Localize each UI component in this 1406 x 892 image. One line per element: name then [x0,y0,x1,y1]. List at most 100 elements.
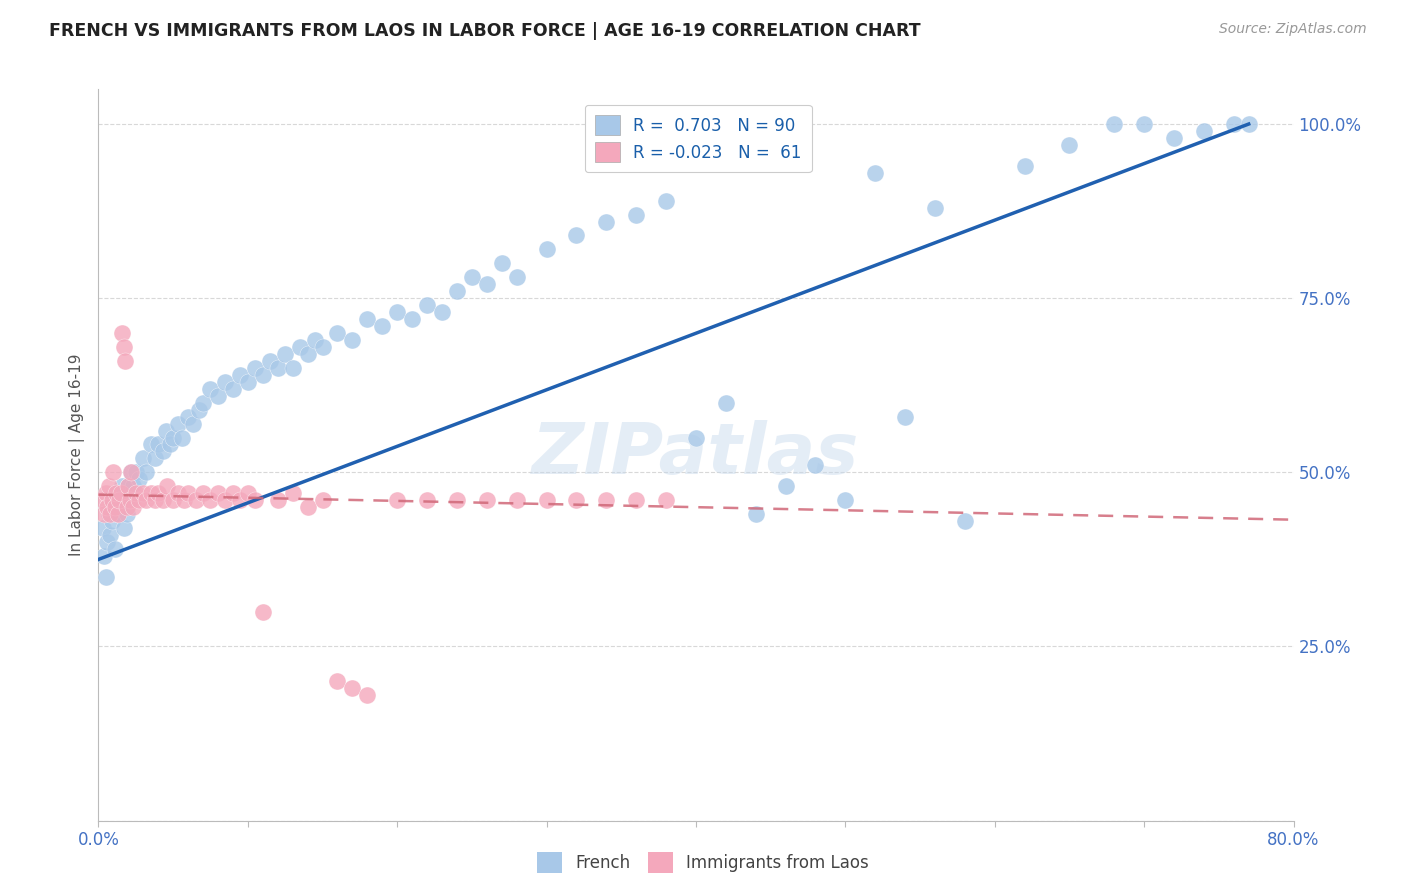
Point [475,493,498,508]
Point [107,507,129,521]
Point [745,507,768,521]
Point [626,208,648,222]
Point [536,493,558,508]
Point [229,493,252,508]
Point [804,458,827,473]
Point [385,493,409,508]
Point [103,466,125,480]
Point [107,507,129,521]
Point [115,500,138,515]
Point [177,409,200,424]
Point [191,486,214,500]
Point [148,437,170,451]
Point [281,486,304,500]
Point [108,493,131,508]
Point [430,305,453,319]
Point [297,500,319,515]
Point [125,486,148,500]
Point [214,375,236,389]
Point [125,466,148,480]
Point [834,493,856,508]
Point [128,493,150,508]
Legend: R =  0.703   N = 90, R = -0.023   N =  61: R = 0.703 N = 90, R = -0.023 N = 61 [585,105,811,172]
Point [111,326,134,340]
Point [775,479,797,493]
Point [184,493,207,508]
Point [1163,131,1185,145]
Point [96,535,118,549]
Point [252,605,274,619]
Point [112,521,135,535]
Point [356,312,378,326]
Point [200,493,222,508]
Point [97,507,120,521]
Point [416,493,439,508]
Point [281,360,304,375]
Point [104,500,127,515]
Point [155,424,177,438]
Point [274,347,297,361]
Point [101,493,124,508]
Point [506,270,529,285]
Point [461,270,484,285]
Point [446,284,468,298]
Point [173,493,195,508]
Point [342,333,364,347]
Point [416,298,439,312]
Point [98,528,122,542]
Point [288,340,311,354]
Point [311,493,333,508]
Point [121,500,143,515]
Point [475,277,498,292]
Point [152,444,174,458]
Point [491,256,513,270]
Point [132,486,155,500]
Point [166,417,188,431]
Point [93,507,115,521]
Point [110,486,132,500]
Point [128,472,150,486]
Point [356,688,378,702]
Point [139,486,162,500]
Point [162,493,184,508]
Point [166,486,188,500]
Point [297,347,319,361]
Point [105,486,128,500]
Point [152,493,174,508]
Point [115,507,138,521]
Text: Source: ZipAtlas.com: Source: ZipAtlas.com [1219,22,1367,37]
Point [894,409,917,424]
Point [245,493,267,508]
Point [111,479,134,493]
Point [103,493,125,508]
Point [626,493,648,508]
Point [110,493,132,508]
Point [94,486,117,500]
Point [177,486,200,500]
Point [200,382,222,396]
Y-axis label: In Labor Force | Age 16-19: In Labor Force | Age 16-19 [69,353,86,557]
Point [655,194,678,208]
Point [96,500,118,515]
Point [121,479,143,493]
Point [181,417,204,431]
Point [1192,124,1215,138]
Point [172,430,194,444]
Text: FRENCH VS IMMIGRANTS FROM LAOS IN LABOR FORCE | AGE 16-19 CORRELATION CHART: FRENCH VS IMMIGRANTS FROM LAOS IN LABOR … [49,22,921,40]
Point [98,507,122,521]
Point [252,368,274,382]
Point [311,340,333,354]
Legend: French, Immigrants from Laos: French, Immigrants from Laos [530,846,876,880]
Point [236,486,259,500]
Point [267,493,290,508]
Point [1059,137,1081,152]
Point [120,466,142,480]
Point [214,493,236,508]
Point [714,395,737,409]
Point [865,166,887,180]
Point [222,382,245,396]
Point [595,214,617,228]
Point [118,493,141,508]
Point [159,437,181,451]
Point [655,493,678,508]
